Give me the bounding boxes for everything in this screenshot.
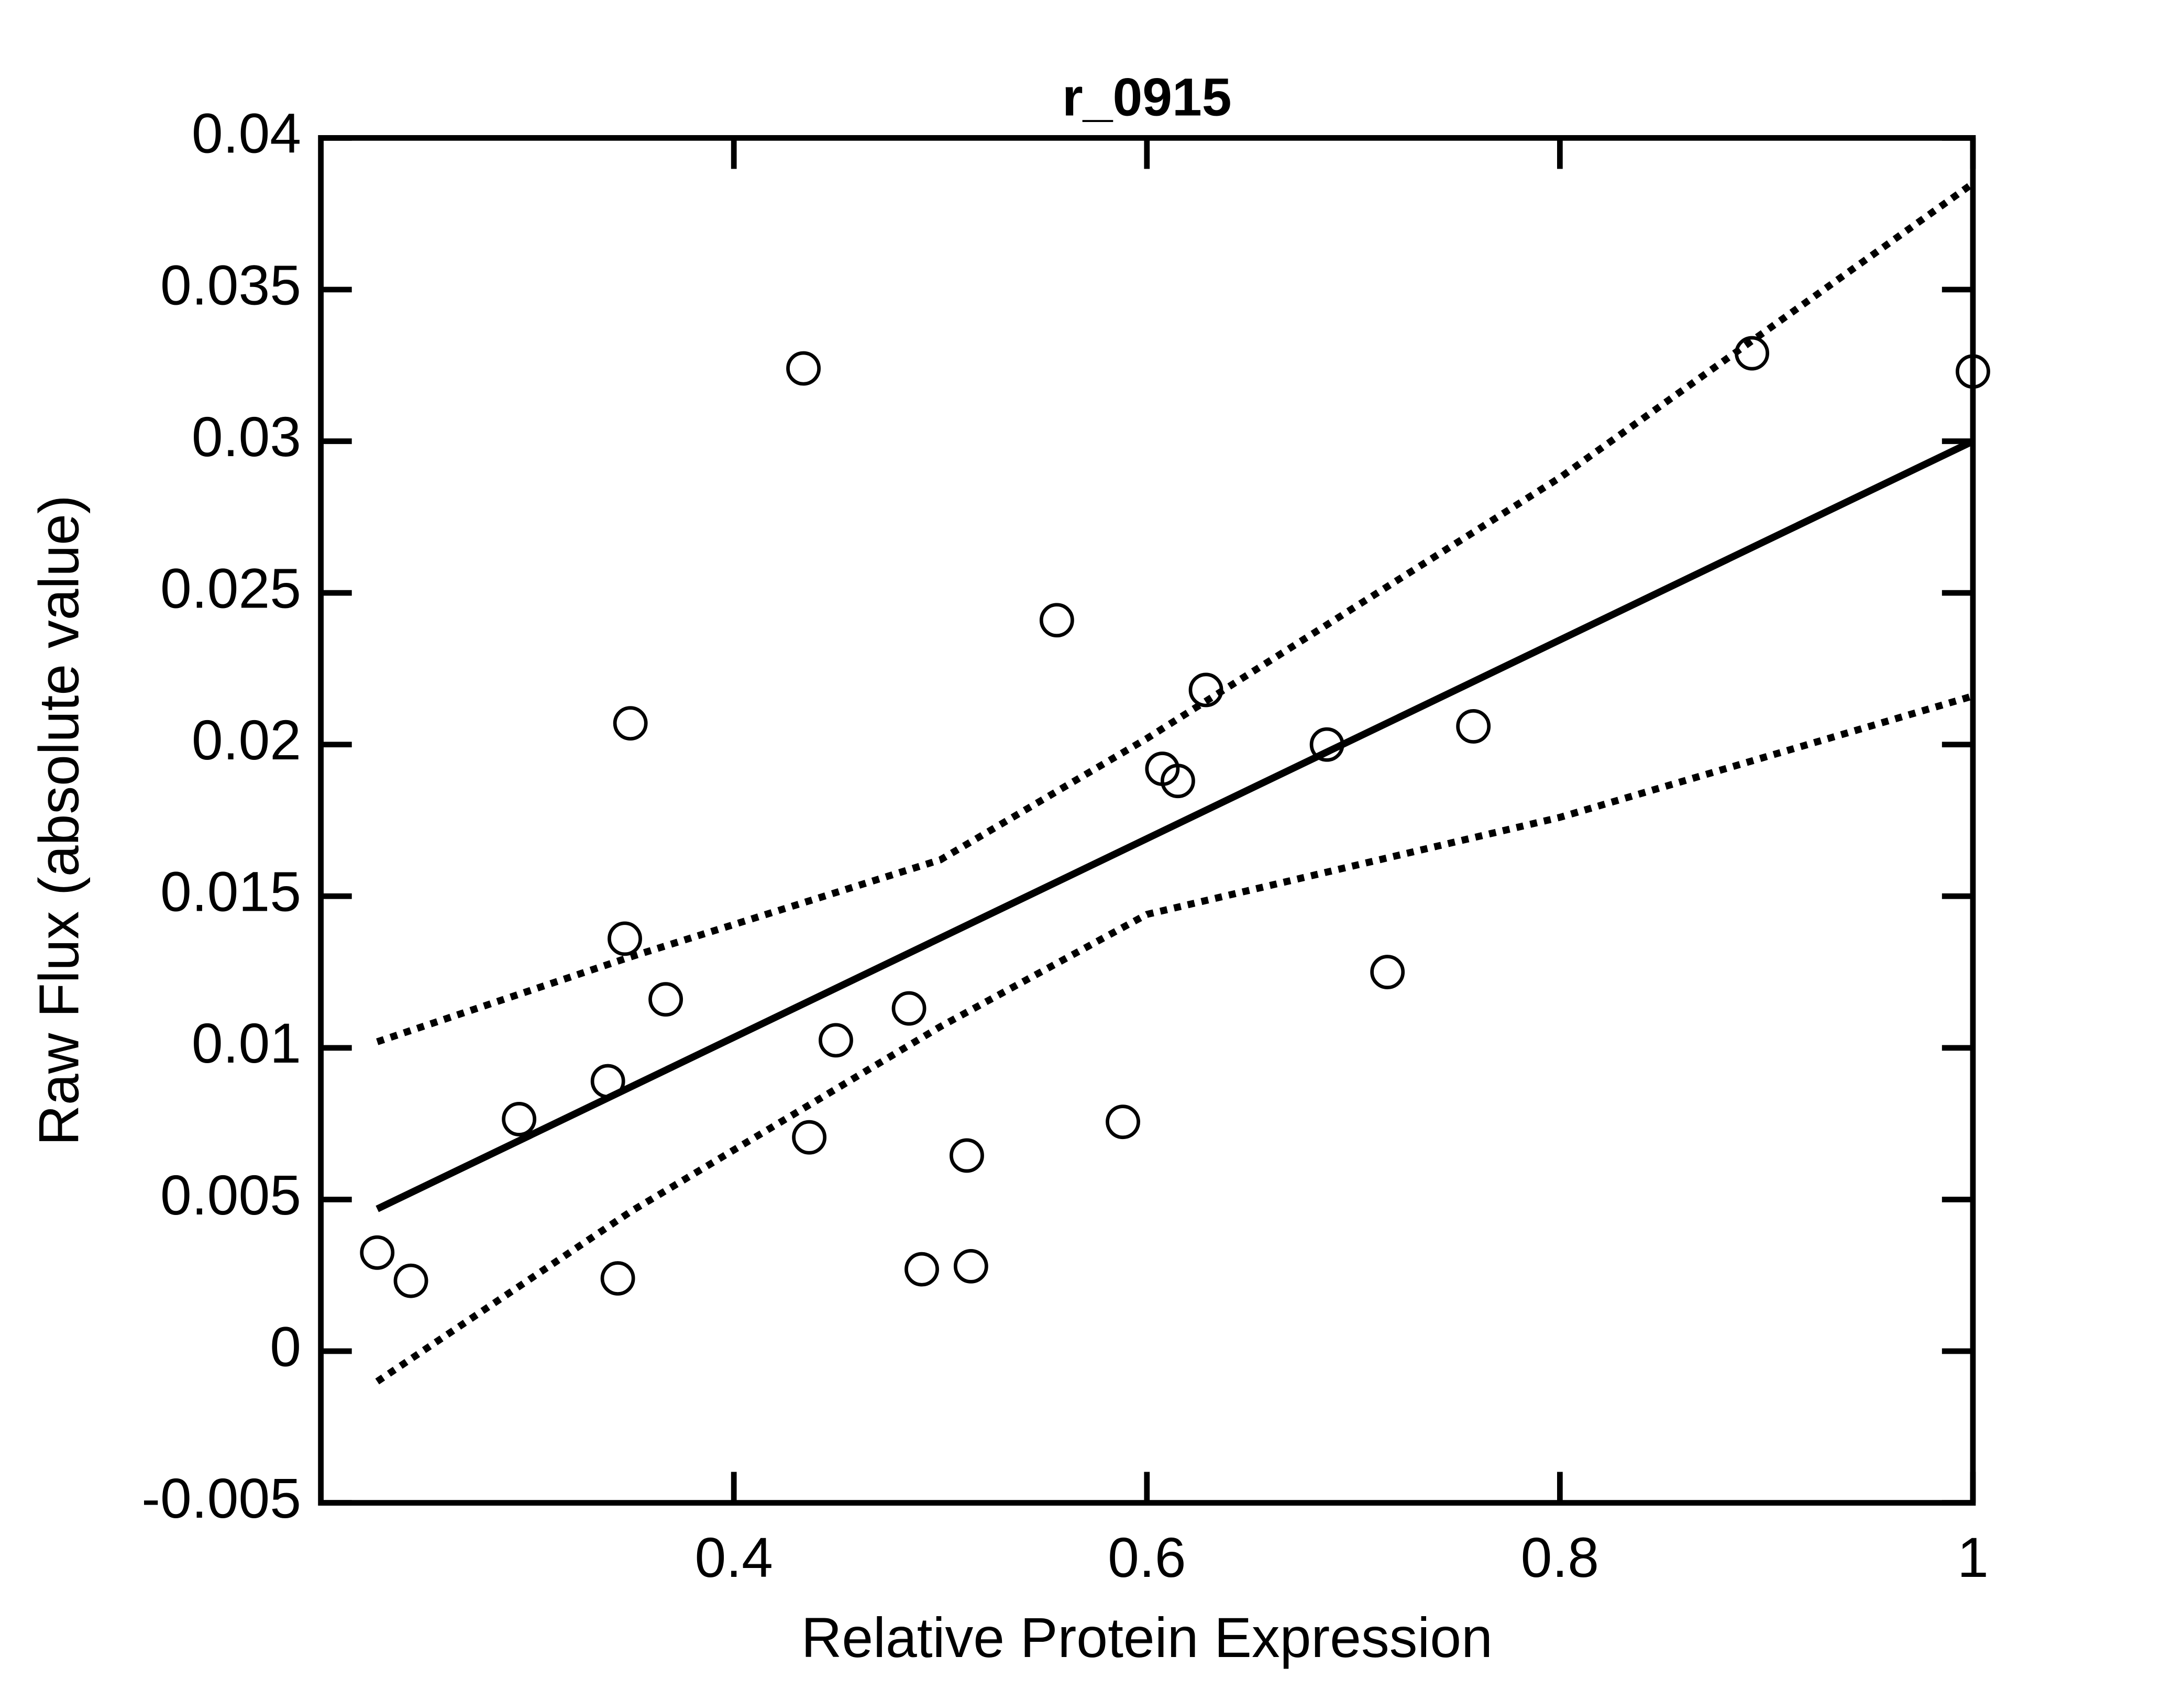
y-tick-label: 0.025 <box>160 557 301 620</box>
chart-title: r_0915 <box>1062 67 1232 127</box>
y-axis-label: Raw Flux (absolute value) <box>27 495 90 1145</box>
y-tick-label: -0.005 <box>141 1467 301 1530</box>
y-tick-label: 0.01 <box>192 1012 301 1075</box>
point <box>613 706 648 741</box>
point <box>393 1263 428 1298</box>
y-tick-label: 0.04 <box>192 102 301 165</box>
x-axis-label: Relative Protein Expression <box>801 1606 1493 1669</box>
fit-line <box>376 180 1975 1045</box>
y-tick-label: 0 <box>270 1315 301 1378</box>
fit-line <box>375 692 1974 1385</box>
y-tick-label: 0.02 <box>192 709 301 771</box>
x-tick-label: 0.4 <box>694 1526 773 1589</box>
point <box>1456 709 1491 744</box>
fit-line <box>376 438 1975 1212</box>
point <box>1370 955 1405 989</box>
x-tick-label: 0.6 <box>1108 1526 1186 1589</box>
point <box>502 1102 537 1136</box>
point <box>600 1261 635 1296</box>
point <box>648 982 683 1017</box>
point <box>1188 672 1223 708</box>
point <box>786 351 821 386</box>
point <box>590 1064 625 1099</box>
x-tick-label: 1 <box>1957 1526 1989 1589</box>
point <box>905 1252 939 1287</box>
x-tick-label: 0.8 <box>1521 1526 1599 1589</box>
y-tick-label: 0.03 <box>192 405 301 468</box>
point <box>1161 764 1195 799</box>
point <box>1735 336 1769 371</box>
y-tick-label: 0.015 <box>160 860 301 923</box>
y-tick-label: 0.035 <box>160 253 301 316</box>
point <box>608 921 642 956</box>
point <box>792 1120 827 1155</box>
plot-frame <box>318 135 1976 1506</box>
point <box>891 991 926 1026</box>
point <box>953 1249 988 1284</box>
point <box>1106 1104 1140 1140</box>
y-tick-label: 0.005 <box>160 1164 301 1227</box>
point <box>1309 727 1344 762</box>
point <box>1039 603 1074 638</box>
point <box>819 1023 853 1058</box>
point <box>950 1138 984 1173</box>
point <box>360 1235 395 1270</box>
